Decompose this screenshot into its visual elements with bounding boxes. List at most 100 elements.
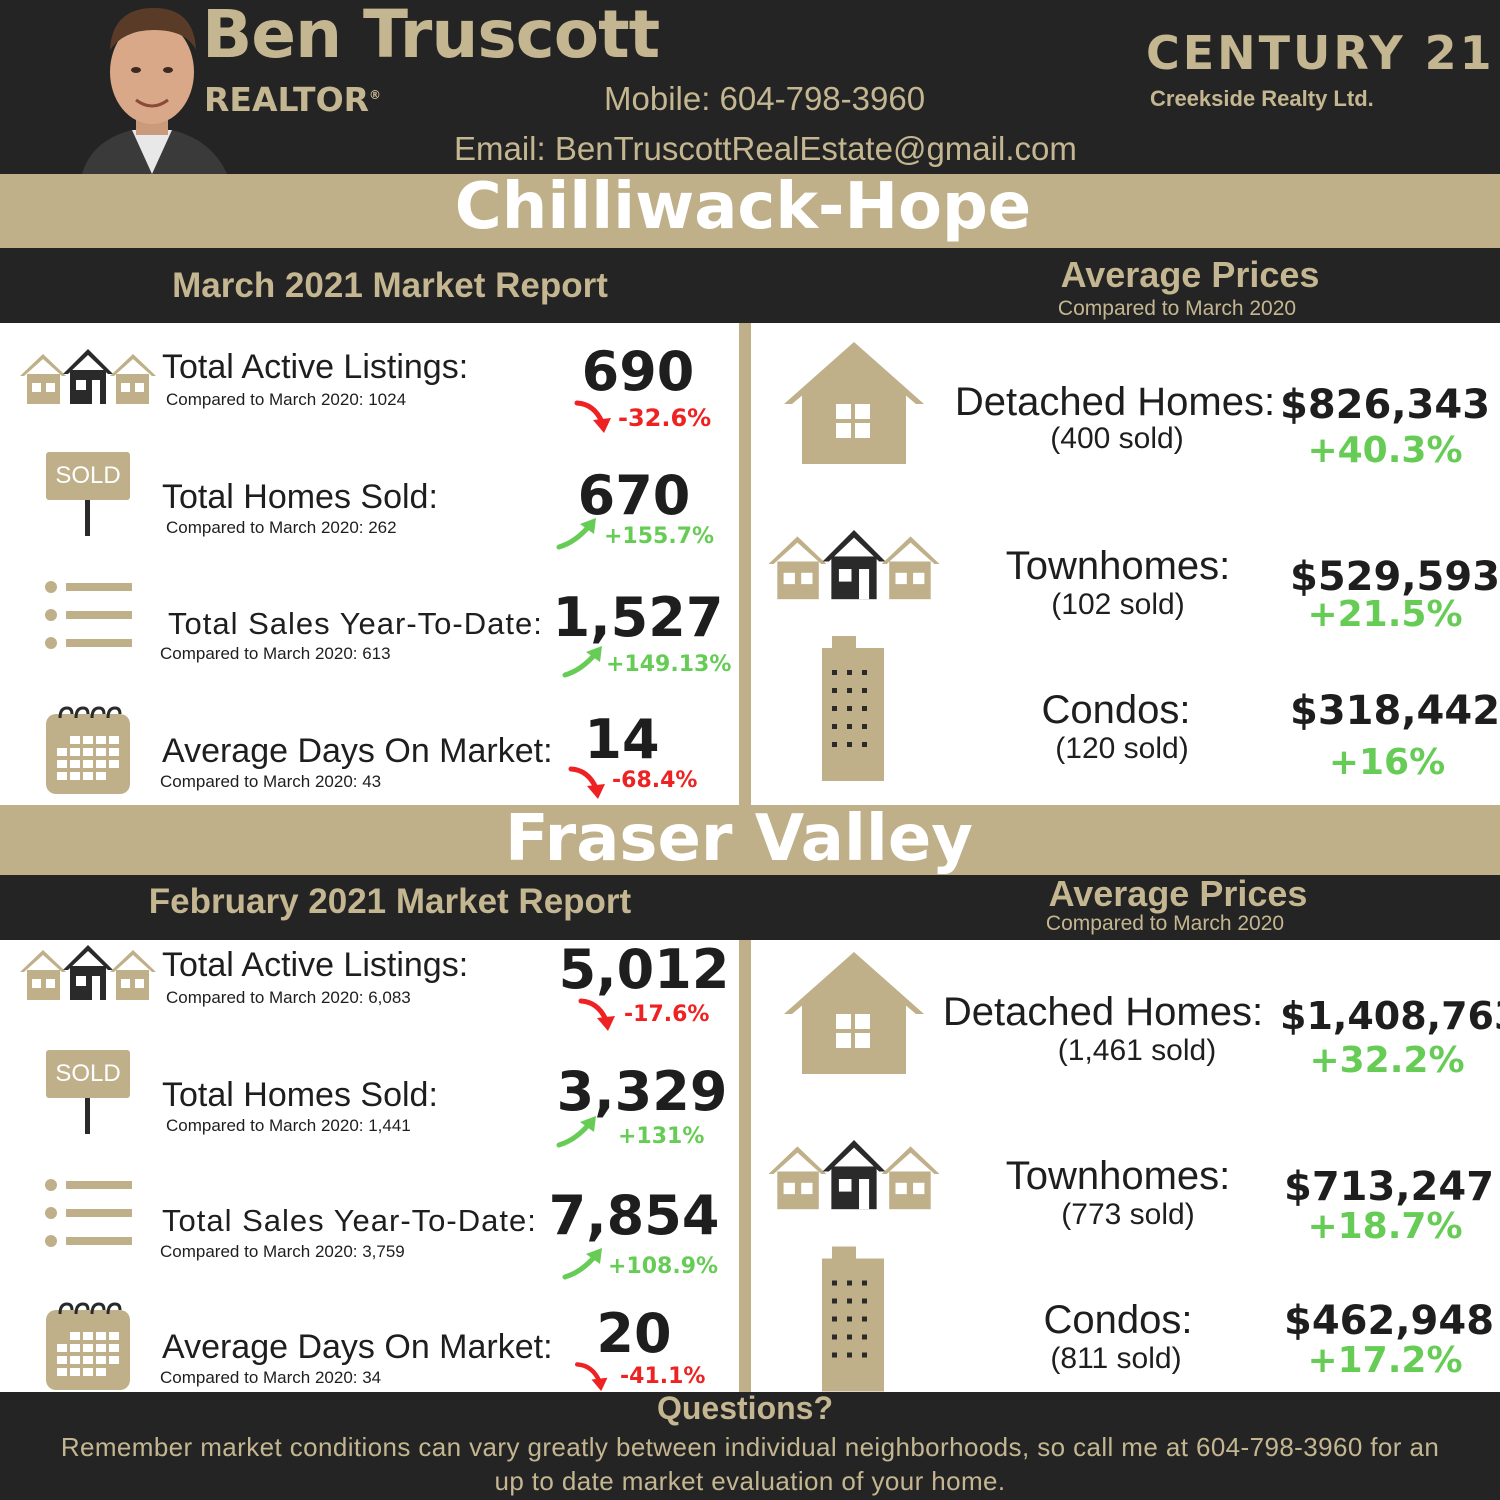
- avatar: [62, 0, 242, 174]
- stat-value: 14: [584, 708, 660, 771]
- email-text: Email: BenTruscottRealEstate@gmail.com: [454, 130, 1077, 167]
- price-type: Townhomes:: [1005, 1154, 1231, 1198]
- agent-title-text: REALTOR: [204, 80, 370, 119]
- arrow-up-icon: [562, 644, 612, 678]
- price-value: $826,343: [1280, 382, 1491, 428]
- stat-change: +131%: [618, 1124, 705, 1149]
- stat-change: +149.13%: [606, 652, 732, 677]
- price-sold: (811 sold): [1050, 1342, 1182, 1375]
- report-header-bar: [0, 875, 1500, 940]
- agent-title: REALTOR®: [204, 80, 381, 119]
- stat-change: -32.6%: [618, 404, 712, 432]
- price-change: +32.2%: [1309, 1040, 1465, 1081]
- price-value: $462,948: [1284, 1298, 1495, 1344]
- stat-label: Total Sales Year-To-Date:: [162, 1203, 537, 1238]
- sold-sign-board: SOLD: [46, 452, 130, 500]
- stat-change: -68.4%: [612, 768, 698, 793]
- price-type: Detached Homes:: [942, 990, 1264, 1034]
- price-change: +18.7%: [1307, 1206, 1463, 1247]
- calendar-icon: [46, 1300, 130, 1390]
- stat-label: Total Active Listings:: [162, 946, 469, 984]
- region-title: Chilliwack-Hope: [454, 170, 1032, 244]
- list-icon: [44, 580, 134, 650]
- stat-compare: Compared to March 2020: 1024: [166, 390, 407, 409]
- brand-subtitle: Creekside Realty Ltd.: [1150, 86, 1374, 111]
- stat-value: 3,329: [556, 1060, 728, 1123]
- arrow-down-icon: [572, 1360, 618, 1392]
- avg-prices-subtitle: Compared to March 2020: [1057, 297, 1297, 320]
- stat-compare: Compared to March 2020: 613: [160, 644, 391, 663]
- price-value: $318,442: [1290, 688, 1500, 734]
- stat-value: 1,527: [552, 586, 724, 649]
- region-title: Fraser Valley: [505, 802, 973, 876]
- price-value: $529,593: [1290, 554, 1500, 600]
- brand-logo: CENTURY 21: [1146, 26, 1495, 80]
- price-type: Condos:: [1041, 688, 1191, 732]
- column-divider: [739, 323, 751, 805]
- footer-text: Remember market conditions can vary grea…: [60, 1432, 1440, 1496]
- stat-label: Average Days On Market:: [162, 1328, 553, 1366]
- sold-sign-icon: SOLD: [46, 452, 130, 536]
- report-title: February 2021 Market Report: [148, 882, 632, 921]
- avg-prices-subtitle: Compared to March 2020: [1045, 912, 1285, 935]
- stat-label: Average Days On Market:: [162, 732, 553, 770]
- registered-mark: ®: [369, 88, 382, 102]
- townhouses-icon: [18, 346, 158, 406]
- arrow-down-icon: [568, 764, 614, 800]
- townhouses-icon: [18, 942, 158, 1002]
- sold-sign-post: [85, 500, 90, 536]
- price-sold: (1,461 sold): [1057, 1034, 1217, 1067]
- stat-value: 670: [577, 464, 691, 527]
- column-divider: [739, 940, 751, 1392]
- stat-label: Total Sales Year-To-Date:: [168, 606, 543, 641]
- report-header-bar: [0, 248, 1500, 323]
- stat-label: Total Homes Sold:: [162, 478, 438, 516]
- stat-change: -41.1%: [620, 1364, 706, 1389]
- stat-value: 5,012: [558, 938, 730, 1001]
- townhouses-icon: [766, 526, 942, 602]
- arrow-up-icon: [556, 516, 606, 550]
- region-banner: [0, 174, 1500, 248]
- condo-building-icon: [822, 636, 884, 781]
- report-title: March 2021 Market Report: [172, 266, 608, 305]
- price-sold: (102 sold): [1051, 588, 1185, 621]
- arrow-down-icon: [578, 996, 624, 1032]
- header-bar: [0, 0, 1500, 174]
- price-type: Condos:: [1043, 1298, 1193, 1342]
- arrow-up-icon: [562, 1246, 612, 1280]
- price-change: +17.2%: [1307, 1340, 1463, 1381]
- avg-prices-title: Average Prices: [1060, 254, 1320, 295]
- stat-value: 7,854: [548, 1184, 720, 1247]
- mobile-text: Mobile: 604-798-3960: [604, 80, 926, 117]
- price-value: $1,408,763: [1280, 994, 1500, 1038]
- house-icon: [784, 342, 924, 467]
- price-value: $713,247: [1284, 1164, 1495, 1210]
- stat-change: +155.7%: [604, 524, 715, 549]
- price-change: +21.5%: [1307, 594, 1463, 635]
- avg-prices-title: Average Prices: [1048, 873, 1308, 914]
- stat-label: Total Active Listings:: [162, 348, 469, 386]
- agent-name: Ben Truscott: [202, 0, 660, 73]
- stat-compare: Compared to March 2020: 262: [166, 518, 397, 537]
- price-sold: (120 sold): [1055, 732, 1189, 765]
- footer-bar: [0, 1392, 1500, 1500]
- stat-compare: Compared to March 2020: 1,441: [166, 1116, 411, 1135]
- stat-value: 690: [581, 340, 695, 403]
- price-type: Townhomes:: [1005, 544, 1231, 588]
- arrow-up-icon: [556, 1114, 606, 1148]
- condo-building-icon: [822, 1246, 884, 1392]
- house-icon: [784, 952, 924, 1077]
- stat-value: 20: [596, 1302, 672, 1365]
- price-sold: (400 sold): [1050, 422, 1184, 455]
- calendar-icon: [46, 704, 130, 794]
- arrow-down-icon: [574, 398, 620, 434]
- stat-compare: Compared to March 2020: 34: [160, 1368, 382, 1387]
- sold-sign-board: SOLD: [46, 1050, 130, 1098]
- stat-label: Total Homes Sold:: [162, 1076, 438, 1114]
- sold-sign-icon: SOLD: [46, 1050, 130, 1134]
- price-change: +40.3%: [1307, 430, 1463, 471]
- townhouses-icon: [766, 1136, 942, 1212]
- price-change: +16%: [1328, 742, 1446, 783]
- sold-sign-post: [85, 1098, 90, 1134]
- footer-title: Questions?: [656, 1390, 833, 1426]
